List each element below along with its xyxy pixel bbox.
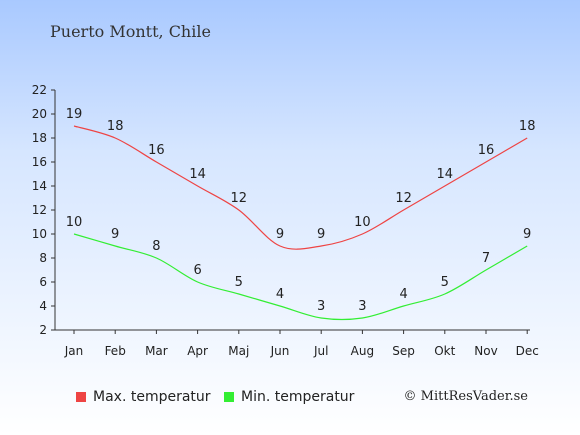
data-label-min: 9 — [523, 227, 531, 242]
series-min-line — [73, 233, 528, 321]
y-tick-label: 12 — [32, 203, 47, 217]
series-max-line — [73, 125, 528, 250]
x-tick-label: Jun — [270, 344, 290, 358]
data-label-max: 19 — [66, 107, 83, 122]
x-tick-label: Maj — [228, 344, 249, 358]
legend-min-swatch — [224, 392, 234, 402]
data-label-max: 18 — [519, 119, 536, 134]
data-label-min: 6 — [193, 263, 201, 278]
data-label-min: 7 — [482, 251, 490, 266]
legend-max-swatch — [76, 392, 86, 402]
data-label-min: 10 — [66, 215, 83, 230]
legend-max-label: Max. temperatur — [93, 389, 211, 405]
data-label-min: 4 — [276, 287, 284, 302]
x-tick-label: Apr — [187, 344, 208, 358]
copyright-text: © MittResVader.se — [403, 389, 528, 404]
legend-min: Min. temperatur — [224, 389, 354, 405]
data-label-max: 16 — [478, 143, 495, 158]
x-tick-label: Feb — [105, 344, 126, 358]
x-tick-label: Okt — [434, 344, 455, 358]
data-label-min: 5 — [441, 275, 449, 290]
y-tick-label: 14 — [32, 179, 47, 193]
x-tick-label: Mar — [145, 344, 168, 358]
data-label-min: 5 — [235, 275, 243, 290]
data-label-max: 9 — [276, 227, 284, 242]
y-tick-label: 2 — [39, 323, 47, 337]
data-label-min: 4 — [399, 287, 407, 302]
data-label-max: 9 — [317, 227, 325, 242]
x-tick-label: Nov — [474, 344, 497, 358]
data-label-max: 12 — [231, 191, 248, 206]
data-label-min: 8 — [152, 239, 160, 254]
chart-title: Puerto Montt, Chile — [50, 22, 211, 41]
x-tick-label: Aug — [351, 344, 374, 358]
y-tick-label: 10 — [32, 227, 47, 241]
data-label-max: 12 — [395, 191, 412, 206]
y-tick-label: 22 — [32, 83, 47, 97]
data-label-max: 14 — [437, 167, 454, 182]
data-label-min: 9 — [111, 227, 119, 242]
y-tick-label: 4 — [39, 299, 47, 313]
y-tick-label: 16 — [32, 155, 47, 169]
x-tick-label: Dec — [516, 344, 539, 358]
y-tick-label: 20 — [32, 107, 47, 121]
data-label-max: 10 — [354, 215, 371, 230]
y-tick-label: 8 — [39, 251, 47, 265]
y-tick-label: 18 — [32, 131, 47, 145]
x-tick-label: Jan — [64, 344, 84, 358]
x-tick-label: Jul — [313, 344, 328, 358]
data-label-min: 3 — [317, 299, 325, 314]
x-tick-label: Sep — [392, 344, 415, 358]
data-label-max: 14 — [189, 167, 206, 182]
data-label-min: 3 — [358, 299, 366, 314]
legend-max: Max. temperatur — [76, 389, 211, 405]
legend-min-label: Min. temperatur — [241, 389, 355, 405]
data-label-max: 16 — [148, 143, 165, 158]
y-tick-label: 6 — [39, 275, 47, 289]
data-label-max: 18 — [107, 119, 124, 134]
